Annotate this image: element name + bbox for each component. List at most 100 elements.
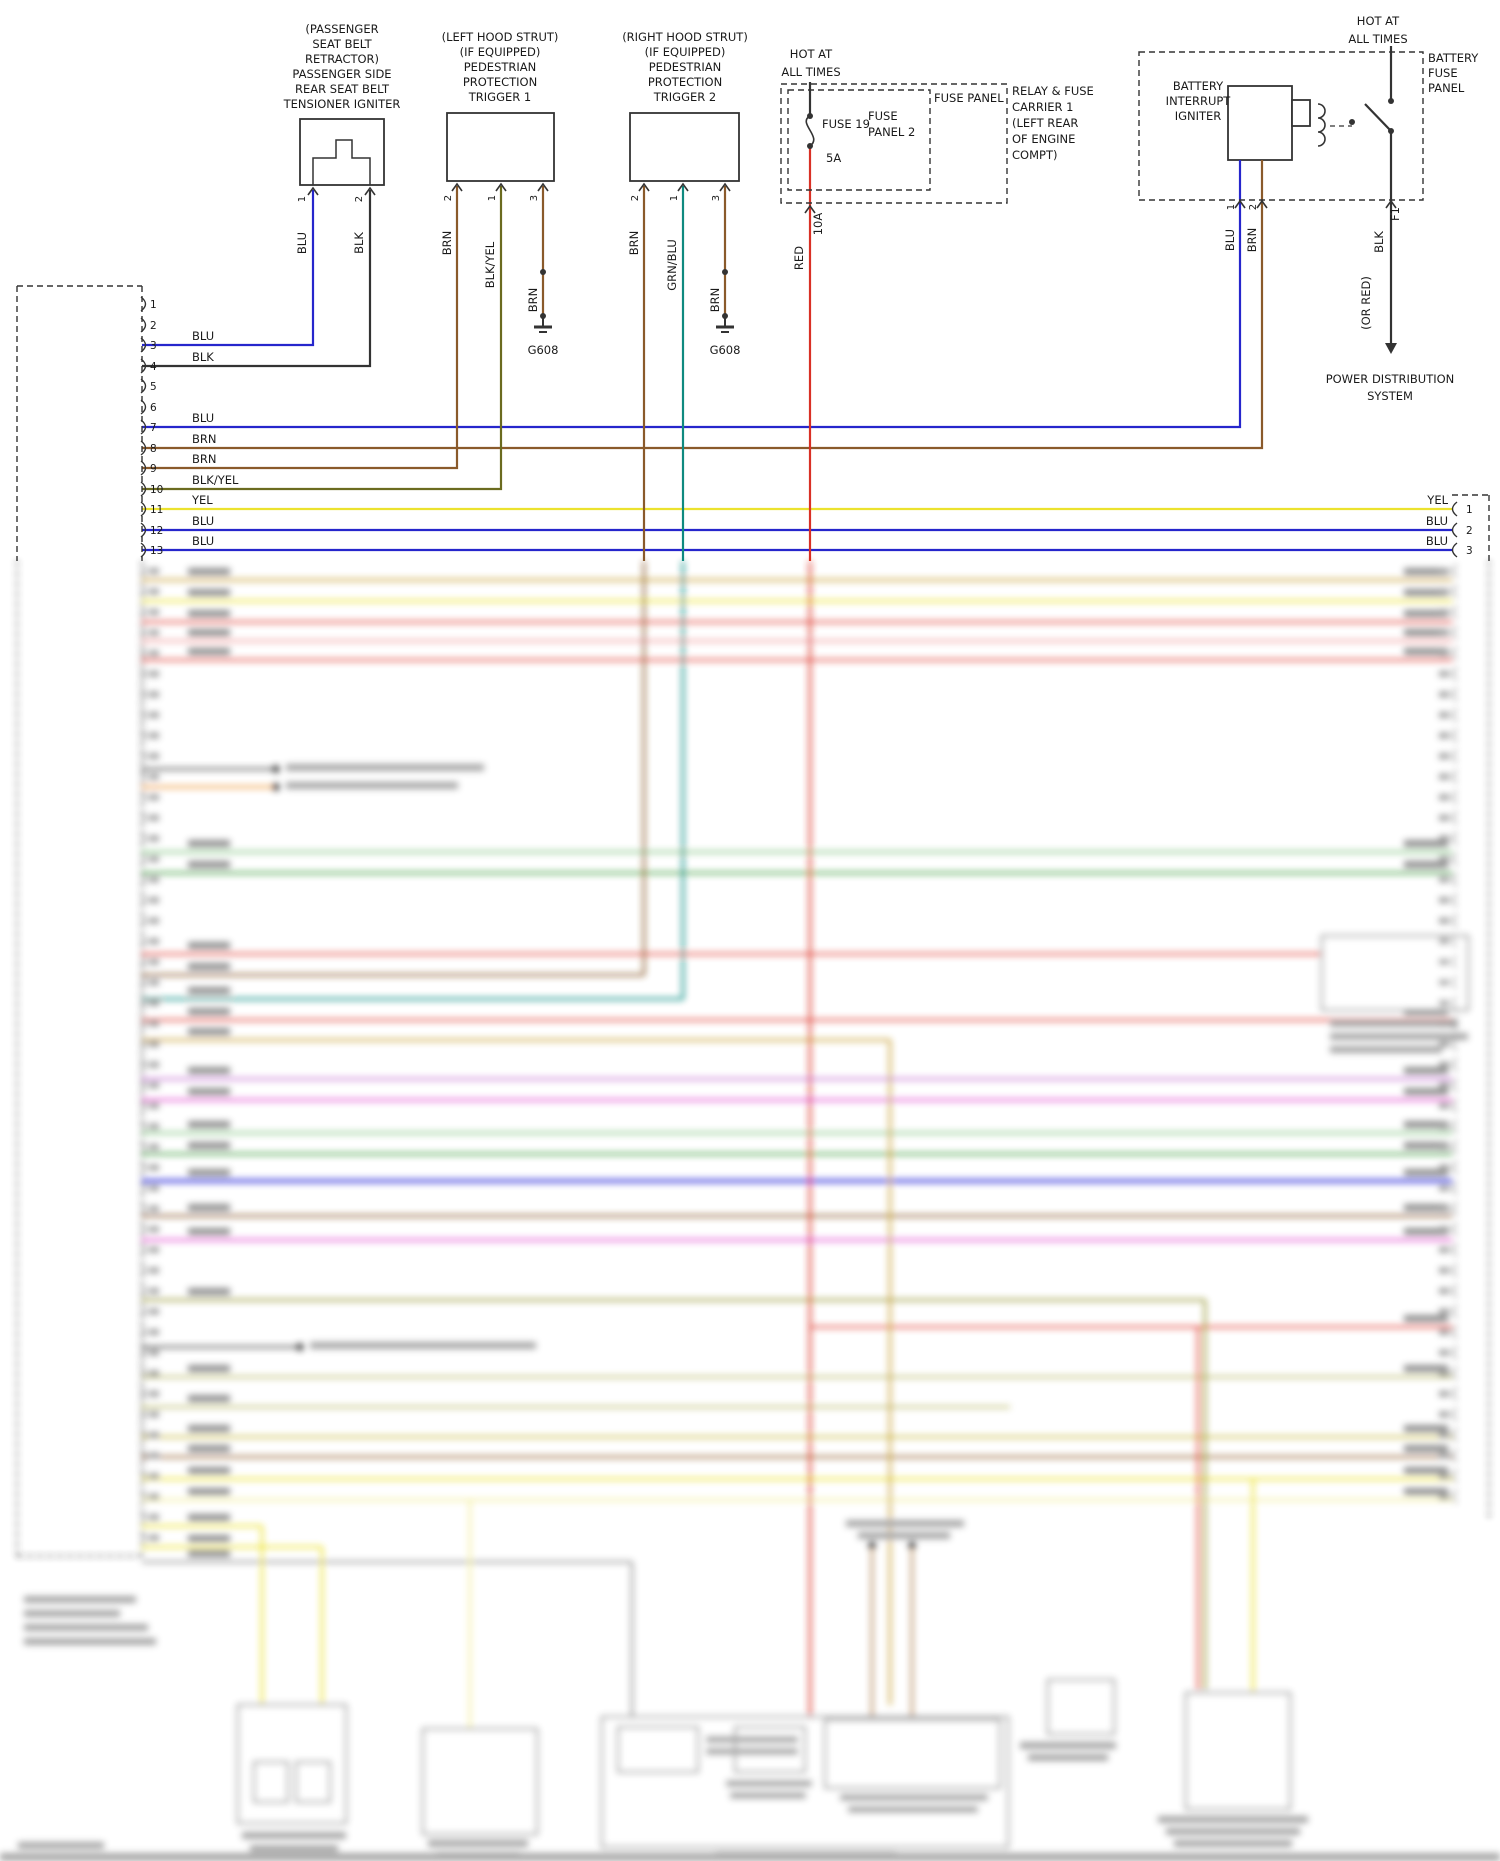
blurred-pin-number — [1439, 1123, 1449, 1130]
blurred-pin-number — [1439, 711, 1449, 718]
label-if-equipped: (IF EQUIPPED) — [460, 45, 541, 59]
label-7: 7 — [150, 422, 157, 434]
blurred-text — [286, 782, 458, 789]
blurred-pin-number — [149, 1226, 159, 1233]
blurred-pin-number — [149, 814, 159, 821]
connector-pin-bracket — [140, 1346, 147, 1360]
blurred-pin-number — [149, 1143, 159, 1150]
blurred-pin-number — [149, 794, 159, 801]
connector-pin-bracket — [140, 1263, 147, 1277]
connector-pin-bracket — [140, 1099, 147, 1113]
label-pedestrian: PEDESTRIAN — [464, 60, 537, 74]
blurred-wire-label — [1404, 1365, 1448, 1372]
connector-pin-bracket — [140, 1469, 147, 1483]
blurred-wire-label — [188, 1204, 230, 1211]
blurred-dot — [296, 1343, 304, 1351]
label-brn: BRN — [1245, 228, 1259, 252]
blurred-text — [1174, 1840, 1292, 1847]
blurred-pin-number — [1439, 1308, 1449, 1315]
blurred-text — [840, 1794, 988, 1801]
label-protection: PROTECTION — [648, 75, 722, 89]
blurred-text — [1166, 1828, 1300, 1835]
connector-pin-bracket — [1451, 1140, 1458, 1154]
blurred-wire-label — [1404, 610, 1448, 617]
label-1: 1 — [1466, 504, 1473, 516]
connector-pin-bracket — [140, 975, 147, 989]
connector-pin-bracket — [140, 1078, 147, 1092]
blurred-text — [242, 1832, 346, 1839]
connector-pin-bracket — [140, 399, 147, 415]
blurred-pin-number — [149, 1370, 159, 1377]
pin-arrow-icon — [307, 186, 319, 196]
blurred-text — [848, 1806, 978, 1813]
blurred-pin-number — [149, 1185, 159, 1192]
blurred-pin-number — [1439, 1082, 1449, 1089]
connector-pin-bracket — [140, 1202, 147, 1216]
connector-pin-bracket — [140, 1387, 147, 1401]
blurred-pin-number — [1439, 1493, 1449, 1500]
label-right-hood-strut: (RIGHT HOOD STRUT) — [622, 30, 748, 44]
junction-dot — [1388, 98, 1394, 104]
blurred-pin-number — [1439, 1267, 1449, 1274]
connector-pin-bracket — [140, 585, 147, 599]
connector-pin-bracket — [1451, 1490, 1458, 1504]
connector-pin-bracket — [140, 873, 147, 887]
label-pedestrian: PEDESTRIAN — [649, 60, 722, 74]
connector-pin-bracket — [1451, 501, 1458, 517]
blurred-pin-number — [1439, 1185, 1449, 1192]
connector-pin-bracket — [1451, 1160, 1458, 1175]
blurred-wire-label — [1404, 840, 1448, 847]
blurred-text — [286, 764, 484, 771]
connector-pin-bracket — [1451, 1037, 1458, 1051]
blurred-pin-number — [149, 1061, 159, 1068]
connector-pin-bracket — [1451, 934, 1458, 948]
blurred-text — [24, 1610, 120, 1617]
blurred-pin-number — [1439, 1246, 1449, 1253]
blurred-wire-label — [1404, 1228, 1448, 1235]
label-all-times: ALL TIMES — [781, 65, 840, 79]
blurred-wire-label — [1404, 1425, 1448, 1432]
connector-pin-bracket — [140, 646, 147, 660]
pin-arrow-icon — [638, 182, 650, 192]
connector-pin-bracket — [140, 1510, 147, 1524]
blurred-wire-label — [1404, 1315, 1448, 1322]
label-battery: BATTERY — [1173, 79, 1224, 93]
blurred-pin-number — [1439, 1390, 1449, 1397]
label-6: 6 — [150, 402, 157, 414]
connector-pin-bracket — [1451, 729, 1458, 743]
connector-pin-bracket — [140, 358, 147, 374]
label-brn: BRN — [526, 288, 540, 312]
wire — [142, 186, 503, 491]
label-blk: BLK — [352, 232, 366, 254]
label-igniter: IGNITER — [1175, 109, 1222, 123]
connector-pin-bracket — [1451, 1119, 1458, 1133]
blurred-wire-label — [188, 1121, 230, 1128]
label-red: RED — [792, 246, 806, 270]
blurred-wire-label — [188, 1467, 230, 1474]
connector-pin-bracket — [140, 1284, 147, 1298]
blurred-wire-label — [188, 589, 230, 596]
connector-pin-bracket — [140, 749, 147, 763]
label-9: 9 — [150, 463, 157, 475]
blurred-pin-number — [1439, 753, 1449, 760]
blurred-text — [846, 1520, 964, 1527]
label-blu: BLU — [1426, 534, 1448, 548]
blurred-pin-number — [149, 1041, 159, 1048]
blurred-wire-label — [188, 1365, 230, 1372]
blurred-pin-number — [1439, 999, 1449, 1006]
connector-pin-bracket — [140, 729, 147, 743]
blurred-wire-label — [188, 987, 230, 994]
blurred-text — [428, 1840, 528, 1847]
connector-pin-bracket — [140, 1037, 147, 1051]
blurred-wire-label — [188, 1288, 230, 1295]
label-trigger-1: TRIGGER 1 — [468, 90, 531, 104]
blurred-wire-label — [188, 1228, 230, 1235]
blurred-pin-number — [1439, 1143, 1449, 1150]
label-battery: BATTERY — [1428, 51, 1479, 65]
blurred-wire-label — [1404, 1008, 1448, 1015]
label-brn: BRN — [440, 231, 454, 255]
label-compt: COMPT) — [1012, 148, 1057, 162]
blurred-pin-number — [149, 773, 159, 780]
junction-dot — [807, 113, 813, 119]
